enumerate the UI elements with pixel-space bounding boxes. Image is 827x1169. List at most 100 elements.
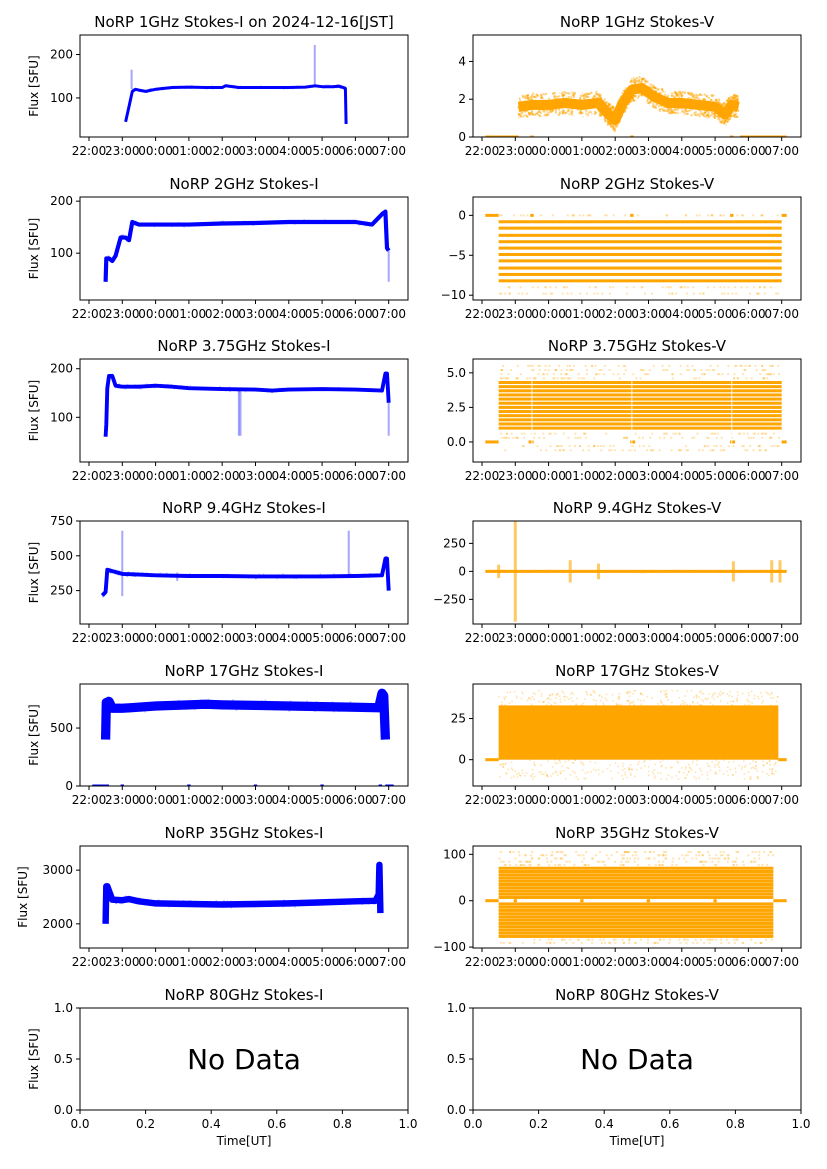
noise-point bbox=[386, 384, 389, 386]
noise-point bbox=[734, 99, 737, 102]
noise-point bbox=[179, 85, 181, 88]
noise-point bbox=[535, 103, 538, 106]
sparse-point bbox=[778, 373, 781, 376]
sparse-point bbox=[564, 373, 567, 376]
sparse-point bbox=[569, 449, 572, 452]
noise-point bbox=[729, 102, 732, 105]
noise-point bbox=[552, 92, 555, 95]
sparse-point bbox=[498, 695, 500, 698]
noise-point bbox=[736, 110, 738, 113]
noise-point bbox=[745, 570, 748, 572]
sparse-point bbox=[549, 432, 552, 435]
sparse-point bbox=[626, 436, 629, 439]
sparse-point bbox=[699, 691, 701, 693]
sparse-point bbox=[540, 214, 543, 217]
noise-point bbox=[115, 386, 117, 389]
sparse-point bbox=[629, 764, 632, 766]
sparse-point bbox=[773, 445, 776, 448]
noise-point bbox=[218, 386, 221, 388]
noise-point bbox=[386, 247, 389, 250]
noise-point bbox=[610, 125, 613, 128]
noise-point bbox=[570, 110, 573, 113]
sparse-point bbox=[503, 436, 506, 439]
noise-point bbox=[571, 110, 574, 113]
noise-point bbox=[385, 237, 388, 239]
noise-point bbox=[292, 86, 295, 89]
sparse-point bbox=[771, 364, 774, 367]
noise-point bbox=[198, 904, 201, 906]
noise-point bbox=[354, 709, 356, 712]
noise-point bbox=[367, 899, 369, 901]
noise-point bbox=[705, 107, 708, 110]
noise-point bbox=[117, 243, 120, 246]
noise-point bbox=[269, 707, 272, 710]
noise-point bbox=[714, 107, 717, 110]
noise-point bbox=[115, 709, 118, 711]
noise-point bbox=[105, 583, 108, 586]
sparse-point bbox=[533, 761, 535, 764]
noise-point bbox=[761, 570, 764, 573]
sparse-point bbox=[706, 286, 709, 289]
sparse-point bbox=[509, 220, 512, 223]
noise-point bbox=[145, 575, 147, 577]
sparse-point bbox=[767, 854, 770, 857]
noise-point bbox=[283, 577, 286, 579]
noise-point bbox=[553, 91, 556, 94]
noise-point bbox=[105, 405, 108, 407]
noise-point bbox=[303, 219, 306, 221]
sparse-point bbox=[621, 449, 624, 452]
sparse-point bbox=[584, 772, 587, 775]
sparse-point bbox=[753, 697, 756, 700]
noise-point bbox=[198, 388, 201, 390]
sparse-point bbox=[500, 941, 503, 944]
noise-point bbox=[502, 570, 505, 572]
noise-point bbox=[611, 127, 614, 130]
noise-point bbox=[126, 240, 128, 242]
noise-point bbox=[666, 99, 669, 102]
noise-point bbox=[688, 104, 691, 107]
noise-point bbox=[109, 571, 112, 574]
noise-point bbox=[706, 570, 708, 573]
y-tick-label: 0 bbox=[458, 564, 466, 578]
noise-point bbox=[127, 571, 130, 573]
sparse-point bbox=[683, 857, 686, 860]
sparse-point bbox=[617, 364, 620, 367]
sparse-point bbox=[627, 860, 630, 863]
noise-point bbox=[617, 109, 620, 112]
sparse-point bbox=[515, 377, 518, 380]
x-tick-label: 07:00 bbox=[764, 955, 799, 969]
noise-point bbox=[678, 96, 681, 99]
sparse-point bbox=[696, 695, 699, 697]
sparse-point bbox=[584, 432, 587, 435]
sparse-point bbox=[546, 773, 548, 776]
noise-point bbox=[385, 558, 387, 560]
noise-point bbox=[146, 899, 148, 902]
noise-point bbox=[217, 387, 220, 390]
sparse-point bbox=[637, 220, 640, 223]
sparse-point bbox=[640, 273, 643, 276]
noise-point bbox=[721, 104, 724, 107]
chart-title: NoRP 2GHz Stokes-I bbox=[169, 175, 318, 193]
sparse-point bbox=[610, 854, 613, 857]
noise-point bbox=[121, 234, 124, 237]
noise-point bbox=[588, 92, 591, 95]
noise-point bbox=[213, 700, 215, 702]
sparse-point bbox=[736, 691, 739, 693]
sparse-point bbox=[722, 692, 725, 695]
noise-point bbox=[137, 224, 140, 226]
baseline-segment bbox=[740, 135, 787, 137]
noise-point bbox=[678, 105, 681, 108]
noise-point bbox=[670, 109, 673, 112]
noise-point bbox=[229, 904, 232, 907]
level-band bbox=[498, 931, 774, 935]
sparse-point bbox=[643, 765, 646, 767]
sparse-point bbox=[567, 377, 570, 380]
noise-point bbox=[714, 110, 717, 113]
noise-point bbox=[233, 85, 235, 88]
y-axis-label: Flux [SFU] bbox=[27, 380, 41, 441]
noise-point bbox=[598, 95, 601, 98]
y-axis-label: Flux [SFU] bbox=[16, 866, 30, 927]
sparse-point bbox=[665, 220, 668, 223]
sparse-point bbox=[547, 938, 550, 941]
noise-point bbox=[106, 884, 108, 887]
